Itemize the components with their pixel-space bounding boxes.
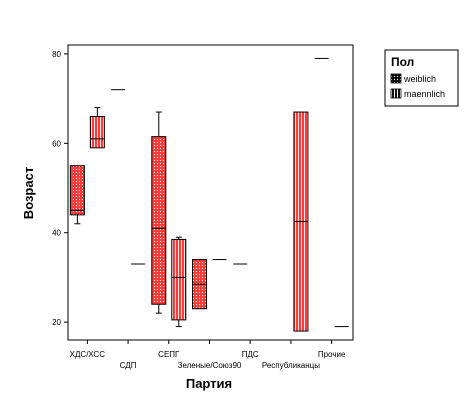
box-series bbox=[69, 57, 349, 332]
x-tick-label: СДП bbox=[120, 361, 137, 370]
legend-title: Пол bbox=[391, 55, 414, 69]
y-axis-title: Возраст bbox=[21, 167, 36, 219]
plot-area bbox=[67, 44, 354, 341]
y-axis: 20 40 60 80 bbox=[52, 50, 68, 327]
x-tick-label: ХДС/ХСС bbox=[70, 350, 106, 359]
x-axis: ХДС/ХСС СДП СЕПГ Зеленые/Союз90ПДСРеспублик… bbox=[70, 340, 346, 370]
legend: Пол weiblich maennlich bbox=[384, 49, 459, 107]
x-tick-label: СЕПГ bbox=[158, 350, 180, 359]
legend-swatch-maennlich bbox=[390, 88, 402, 99]
box-maennlich-0 bbox=[89, 116, 105, 149]
legend-label-weiblich: weiblich bbox=[403, 74, 436, 84]
x-tick-label: Зеленые/Союз90 bbox=[178, 361, 242, 370]
y-tick-label: 80 bbox=[52, 50, 61, 59]
box-weiblich-0 bbox=[69, 165, 85, 216]
y-tick-label: 60 bbox=[52, 139, 61, 148]
legend-label-maennlich: maennlich bbox=[404, 89, 445, 99]
x-axis-title: Партия bbox=[186, 376, 232, 391]
y-tick-label: 20 bbox=[52, 318, 61, 327]
x-tick-label: Прочие bbox=[318, 350, 346, 359]
y-tick-label: 40 bbox=[52, 229, 61, 238]
box-weiblich-2 bbox=[151, 136, 167, 305]
box-maennlich-2 bbox=[171, 238, 187, 321]
x-tick-label: ПДС bbox=[242, 350, 259, 359]
x-tick-label: Республиканцы bbox=[262, 361, 320, 370]
legend-swatch-weiblich bbox=[390, 73, 402, 84]
